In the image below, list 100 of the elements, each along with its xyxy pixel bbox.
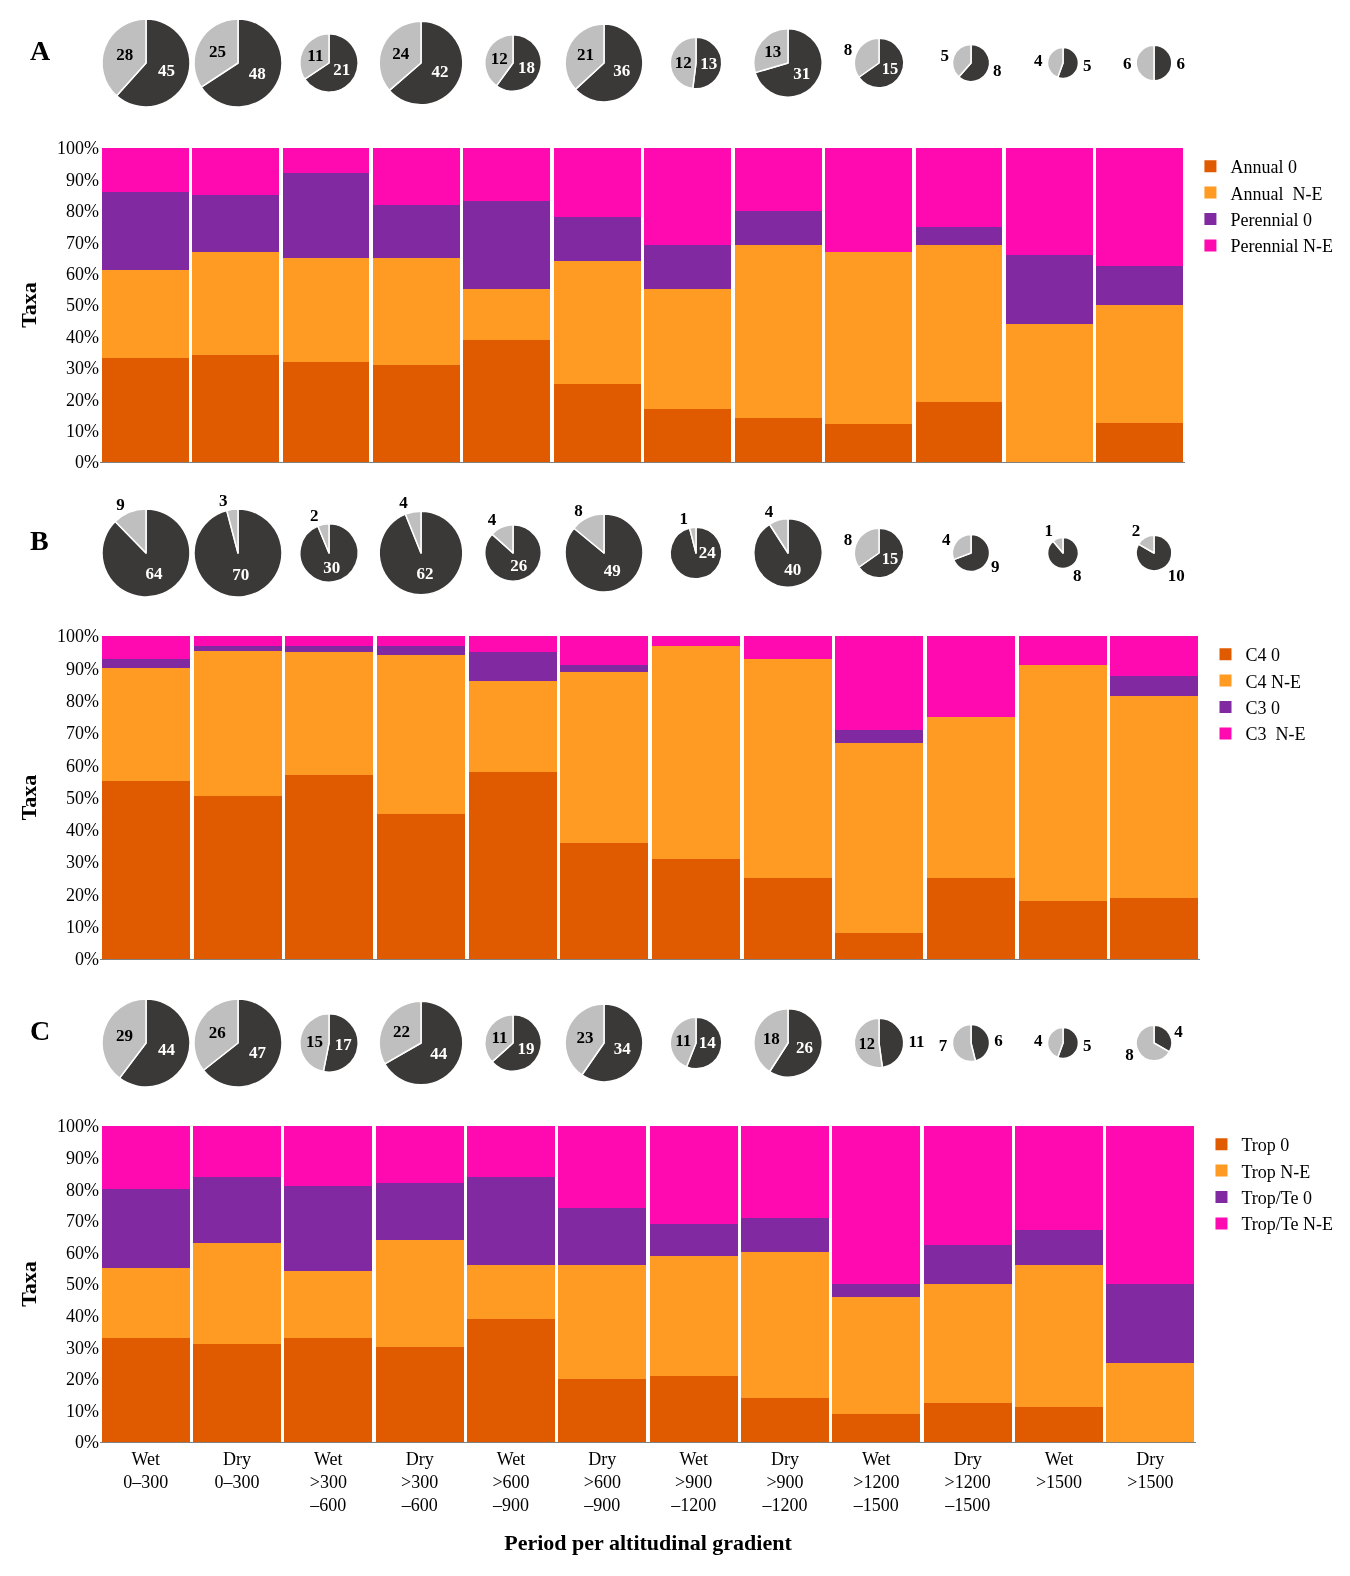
bar	[468, 681, 557, 772]
data-label: 1	[1043, 520, 1053, 540]
legend-label: Trop 0	[1241, 1135, 1290, 1156]
legend-label: C4 N-E	[1245, 671, 1301, 692]
y-tick-label: 20%	[66, 389, 99, 410]
x-tick-label: Wet >1500	[1035, 1448, 1083, 1492]
pie-slice	[669, 526, 723, 580]
data-label: 11	[307, 46, 324, 66]
bar	[463, 148, 551, 202]
data-label: 13	[763, 42, 781, 62]
bar	[644, 148, 732, 246]
y-axis-title: Taxa	[15, 282, 41, 328]
bar	[743, 878, 832, 959]
bar	[825, 148, 912, 252]
bar	[282, 173, 370, 258]
bar	[915, 226, 1003, 246]
data-label: 1	[679, 508, 688, 528]
data-label: 4	[1033, 1030, 1043, 1050]
pie-slice	[1135, 534, 1173, 572]
pie-slice	[299, 523, 360, 583]
bar	[649, 1255, 738, 1376]
data-label: 8	[574, 500, 583, 520]
data-label: 4	[941, 529, 951, 549]
bar	[923, 1402, 1012, 1442]
bar	[467, 1265, 555, 1319]
pie-slice	[952, 533, 991, 573]
data-label: 34	[613, 1039, 632, 1059]
bar	[468, 652, 557, 682]
data-label: 48	[248, 63, 266, 83]
pie-slice	[1046, 536, 1079, 570]
bar	[1096, 265, 1184, 305]
bar	[1005, 254, 1093, 324]
data-label: 49	[603, 561, 621, 581]
bar	[468, 771, 557, 959]
bar	[463, 289, 551, 340]
bar	[825, 424, 912, 462]
bar	[375, 1182, 464, 1240]
legend-label: C4 0	[1245, 645, 1281, 666]
y-tick-label: 90%	[66, 658, 99, 679]
bar	[560, 671, 649, 843]
data-label: 8	[1125, 1044, 1134, 1064]
y-tick-label: 50%	[66, 295, 99, 316]
data-label: 4	[399, 493, 409, 513]
data-label: 2	[1131, 520, 1141, 540]
data-label: 26	[795, 1038, 813, 1058]
bar	[926, 636, 1015, 717]
bar	[376, 636, 465, 646]
bar	[649, 1375, 738, 1442]
bar	[467, 1318, 555, 1442]
data-label: 15	[881, 549, 899, 569]
y-tick-label: 80%	[66, 1179, 99, 1200]
x-tick-label: Dry >1200 –1500	[944, 1448, 991, 1516]
data-label: 5	[1082, 56, 1091, 76]
bar	[376, 813, 465, 959]
y-tick-label: 50%	[66, 1274, 99, 1295]
bar	[1110, 636, 1199, 677]
y-tick-label: 60%	[66, 263, 99, 284]
data-label: 2	[310, 505, 319, 525]
bar	[373, 257, 460, 365]
x-tick-label: Dry >600 –900	[583, 1448, 621, 1516]
data-label: 17	[334, 1034, 353, 1054]
y-tick-label: 100%	[57, 138, 99, 159]
data-label: 8	[1072, 566, 1082, 586]
pie-slice	[483, 524, 542, 582]
data-label: 11	[675, 1031, 692, 1051]
y-tick-label: 10%	[66, 917, 99, 937]
data-label: 64	[145, 563, 163, 583]
bar	[284, 1186, 373, 1272]
data-label: 24	[392, 44, 410, 64]
bar	[558, 1265, 647, 1379]
bar	[285, 774, 374, 959]
bar	[553, 383, 641, 462]
legend-label: Trop/Te N-E	[1241, 1214, 1334, 1235]
bar	[463, 339, 551, 462]
data-label: 70	[231, 565, 249, 585]
bar	[468, 636, 557, 653]
bar	[193, 1242, 281, 1345]
bar	[835, 933, 924, 959]
legend-label: Perennial 0	[1230, 210, 1312, 231]
data-label: 7	[938, 1035, 948, 1055]
bar	[193, 636, 282, 646]
bar	[835, 729, 924, 743]
bar	[644, 245, 732, 290]
y-tick-label: 60%	[66, 1242, 99, 1263]
bar	[1015, 1407, 1103, 1442]
bar	[192, 148, 280, 196]
data-label: 5	[1082, 1036, 1091, 1056]
data-label: 62	[416, 564, 434, 584]
legend-label: C3 0	[1245, 698, 1281, 719]
pie-slice	[753, 28, 823, 98]
data-label: 21	[333, 60, 351, 80]
bar	[101, 781, 190, 959]
bar	[284, 1337, 373, 1442]
bar	[923, 1284, 1012, 1403]
bar	[553, 261, 641, 384]
legend-label: C3 N-E	[1245, 724, 1306, 745]
bar	[1015, 1126, 1103, 1231]
bar	[193, 645, 282, 651]
bar	[101, 1189, 190, 1269]
y-tick-label: 70%	[66, 232, 99, 253]
